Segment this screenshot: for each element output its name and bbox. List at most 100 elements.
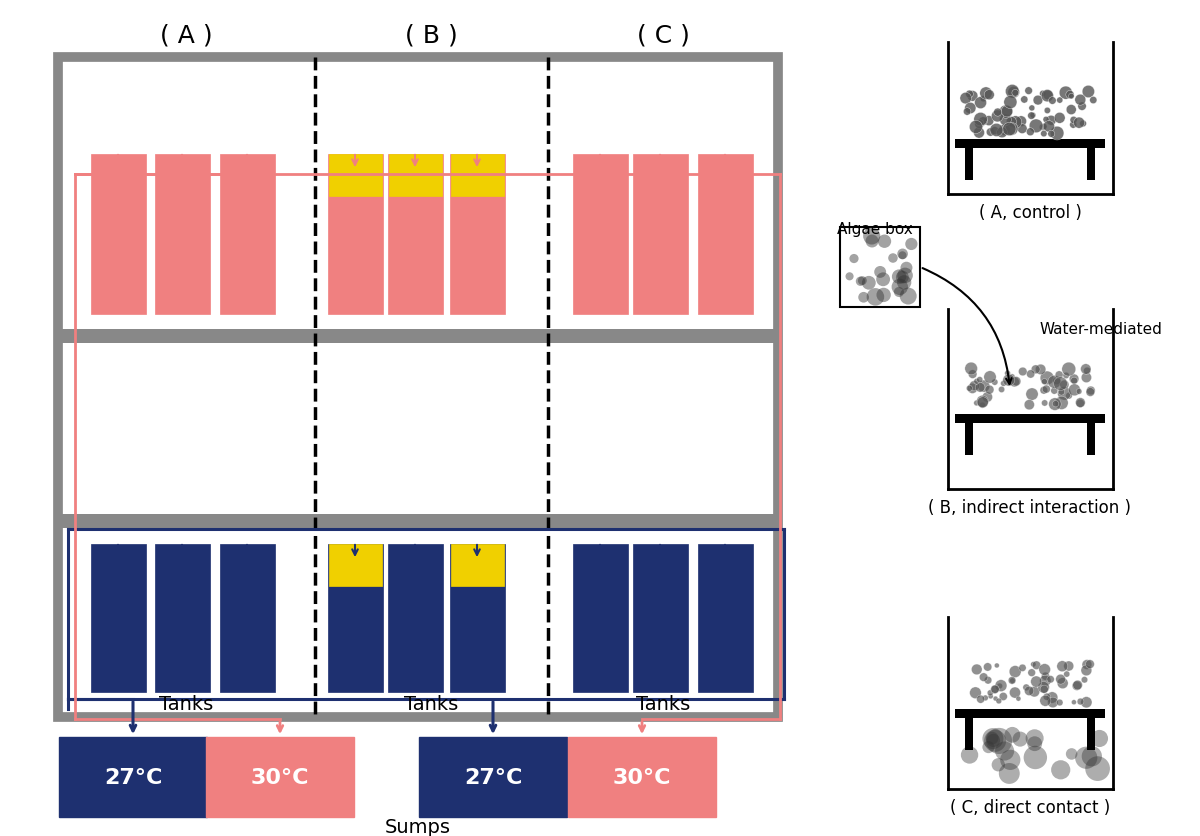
Circle shape — [1074, 118, 1085, 129]
Circle shape — [985, 732, 998, 745]
Circle shape — [966, 91, 973, 99]
Circle shape — [1001, 106, 1013, 118]
Circle shape — [1070, 378, 1078, 385]
Circle shape — [1042, 90, 1054, 103]
Bar — [388, 544, 443, 692]
Circle shape — [1021, 97, 1028, 104]
Circle shape — [1043, 91, 1052, 100]
Bar — [1087, 149, 1096, 181]
Bar — [155, 544, 210, 692]
Circle shape — [1082, 86, 1094, 99]
Circle shape — [1004, 727, 1020, 743]
Circle shape — [877, 235, 892, 248]
Circle shape — [1042, 672, 1050, 681]
Circle shape — [1075, 747, 1097, 769]
Circle shape — [978, 380, 990, 393]
Circle shape — [995, 680, 1007, 691]
Circle shape — [1003, 375, 1015, 386]
Bar — [419, 737, 568, 817]
Bar — [58, 58, 778, 717]
Circle shape — [977, 397, 989, 408]
Circle shape — [1055, 397, 1068, 410]
Circle shape — [970, 687, 982, 699]
Circle shape — [1008, 87, 1020, 99]
Circle shape — [1066, 748, 1078, 760]
Circle shape — [991, 127, 998, 135]
Circle shape — [991, 111, 1003, 123]
Circle shape — [1039, 91, 1046, 98]
Circle shape — [1048, 131, 1055, 138]
Circle shape — [997, 683, 1002, 689]
Circle shape — [1081, 697, 1092, 708]
Circle shape — [1057, 661, 1068, 672]
Circle shape — [850, 255, 858, 264]
Bar — [389, 155, 442, 196]
Circle shape — [1076, 400, 1085, 408]
Circle shape — [968, 370, 977, 379]
Circle shape — [1022, 684, 1030, 691]
Circle shape — [998, 763, 1020, 784]
Text: ( A ): ( A ) — [160, 23, 212, 47]
Circle shape — [1026, 729, 1044, 747]
Circle shape — [1000, 692, 1007, 701]
Text: ( C, direct contact ): ( C, direct contact ) — [950, 798, 1110, 816]
Circle shape — [974, 98, 986, 110]
Circle shape — [961, 747, 978, 764]
Circle shape — [1012, 377, 1021, 386]
Circle shape — [1038, 681, 1049, 693]
Circle shape — [1069, 122, 1076, 129]
Circle shape — [1015, 117, 1026, 127]
Circle shape — [998, 387, 1004, 393]
Circle shape — [991, 686, 1000, 694]
Circle shape — [1019, 665, 1026, 671]
Circle shape — [985, 385, 994, 395]
Circle shape — [1025, 400, 1034, 410]
Circle shape — [862, 277, 876, 290]
Bar — [90, 155, 145, 314]
Circle shape — [1084, 368, 1091, 375]
Circle shape — [1051, 388, 1058, 395]
Circle shape — [1081, 747, 1102, 767]
Circle shape — [994, 109, 1002, 117]
Circle shape — [1036, 364, 1046, 375]
Circle shape — [995, 663, 1000, 668]
Bar — [955, 415, 1105, 424]
Circle shape — [875, 267, 886, 278]
Circle shape — [1058, 390, 1064, 395]
Circle shape — [1028, 106, 1034, 112]
Text: Tanks: Tanks — [404, 695, 458, 714]
Circle shape — [974, 113, 988, 127]
Circle shape — [1081, 373, 1092, 383]
Bar — [450, 155, 504, 196]
Circle shape — [1062, 363, 1075, 376]
Circle shape — [1078, 103, 1086, 111]
Bar — [632, 544, 688, 692]
Circle shape — [1057, 387, 1070, 400]
Circle shape — [1027, 737, 1042, 752]
Text: Sumps: Sumps — [385, 818, 451, 836]
Circle shape — [1009, 665, 1021, 678]
Circle shape — [972, 665, 982, 675]
Circle shape — [1054, 377, 1067, 391]
Circle shape — [997, 128, 1007, 139]
Circle shape — [1043, 385, 1050, 394]
Circle shape — [984, 90, 995, 100]
Circle shape — [865, 235, 878, 248]
Circle shape — [1042, 400, 1048, 406]
Circle shape — [986, 129, 995, 137]
Circle shape — [984, 371, 996, 384]
Bar — [450, 155, 504, 314]
Bar — [328, 155, 383, 314]
Circle shape — [979, 403, 985, 409]
Circle shape — [973, 400, 979, 406]
Circle shape — [1040, 131, 1048, 138]
Circle shape — [1066, 91, 1074, 99]
Bar — [90, 544, 145, 692]
Circle shape — [990, 125, 1003, 137]
Circle shape — [1004, 371, 1010, 377]
Circle shape — [1009, 375, 1015, 380]
Bar — [840, 227, 920, 308]
Text: Tanks: Tanks — [160, 695, 214, 714]
Circle shape — [1026, 129, 1034, 136]
Circle shape — [1039, 125, 1046, 131]
